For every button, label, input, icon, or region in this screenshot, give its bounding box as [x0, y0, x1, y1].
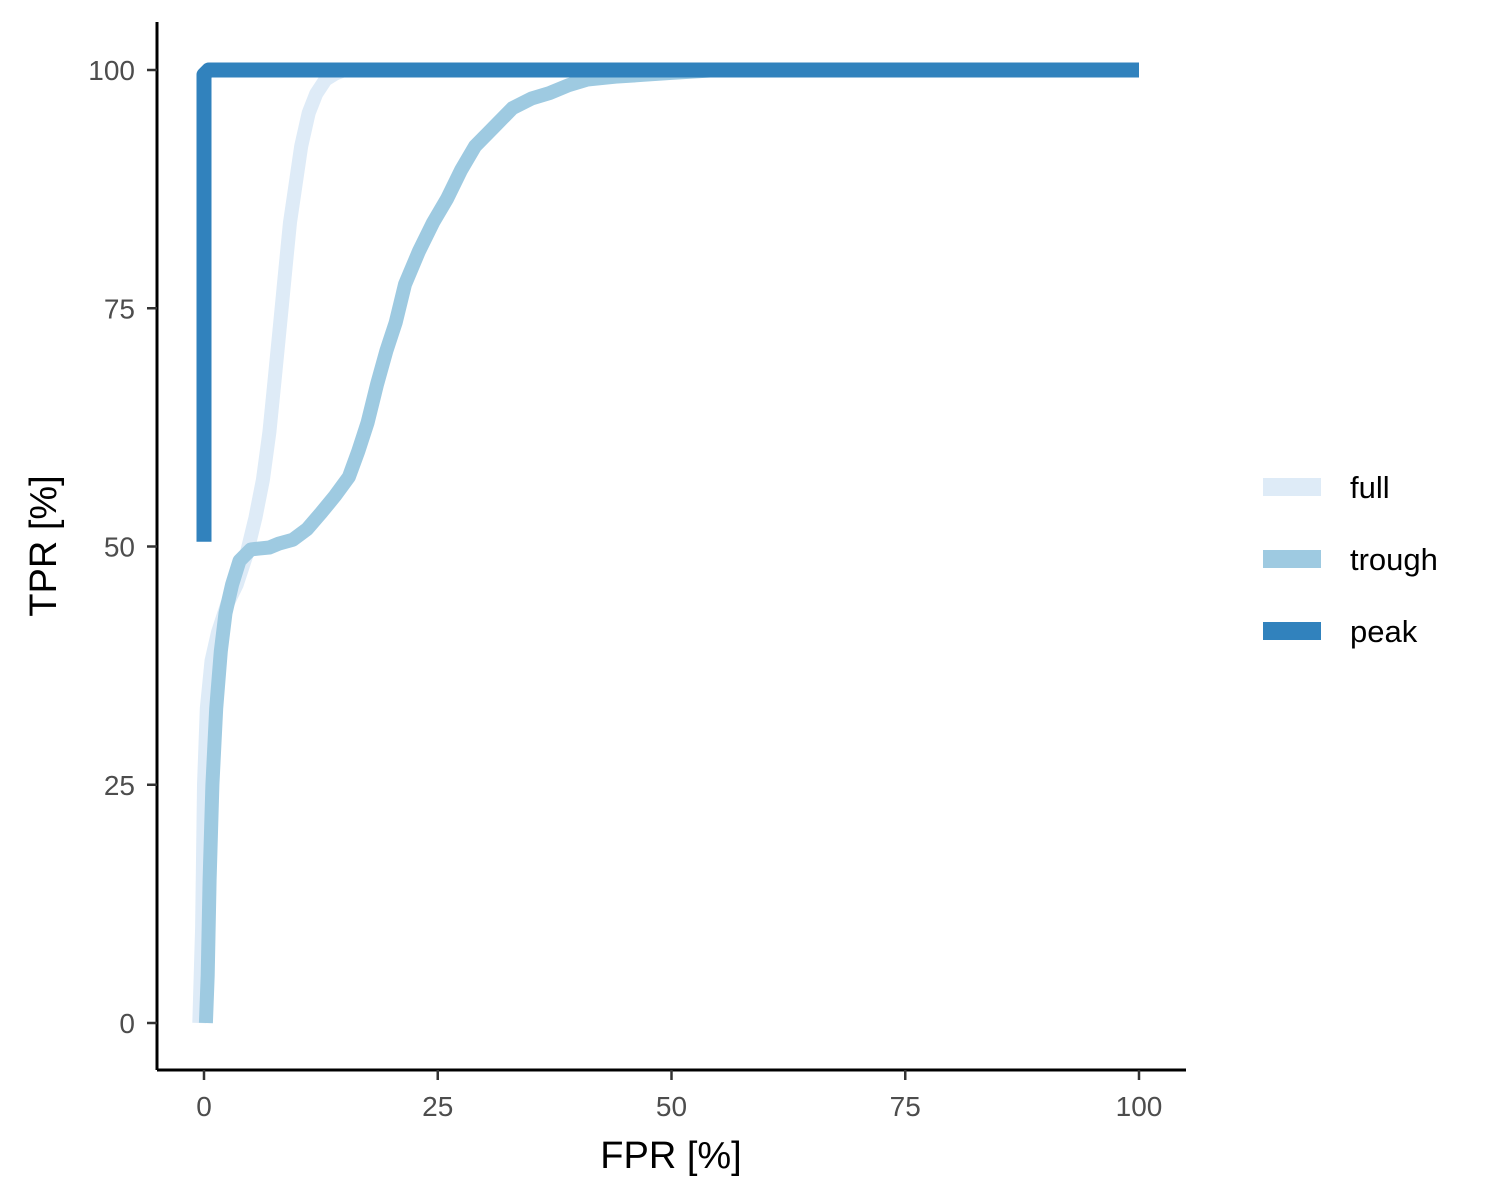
- legend-label-full: full: [1350, 470, 1390, 505]
- x-tick-label: 0: [196, 1091, 212, 1122]
- y-tick-label: 0: [119, 1008, 135, 1039]
- y-tick-label: 50: [104, 532, 135, 563]
- y-tick-label: 100: [88, 55, 135, 86]
- x-tick-label: 25: [422, 1091, 453, 1122]
- x-tick-label: 100: [1116, 1091, 1163, 1122]
- legend-key-trough: [1263, 550, 1321, 568]
- x-tick-label: 75: [890, 1091, 921, 1122]
- axes: 0 25 50 75 100 0 25 50 75 100: [88, 22, 1186, 1122]
- y-axis-title: TPR [%]: [23, 475, 65, 616]
- legend-label-trough: trough: [1350, 542, 1438, 577]
- x-axis-title: FPR [%]: [600, 1135, 741, 1177]
- y-tick-label: 25: [104, 770, 135, 801]
- x-tick-label: 50: [656, 1091, 687, 1122]
- x-axis-ticks: 0 25 50 75 100: [196, 1070, 1162, 1122]
- series-line-trough: [198, 63, 765, 1024]
- series-line-full: [192, 63, 373, 1024]
- legend-key-full: [1263, 478, 1321, 496]
- y-axis-ticks: 0 25 50 75 100: [88, 55, 157, 1039]
- legend-label-peak: peak: [1350, 614, 1418, 649]
- series-layer: [192, 62, 1139, 1024]
- y-tick-label: 75: [104, 293, 135, 324]
- legend-key-peak: [1263, 622, 1321, 640]
- series-line-peak: [196, 62, 1139, 542]
- legend: full trough peak: [1263, 470, 1438, 649]
